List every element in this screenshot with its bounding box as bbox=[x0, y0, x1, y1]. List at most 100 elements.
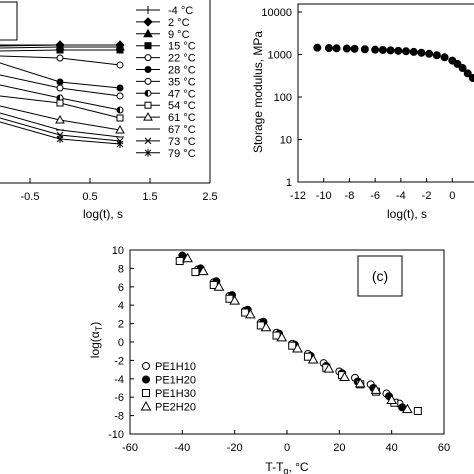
panel-b-point bbox=[324, 44, 333, 53]
panel-b-point bbox=[378, 45, 387, 54]
panel-a-legend-label: 67 °C bbox=[168, 124, 196, 136]
panel-b-point bbox=[386, 46, 395, 55]
panel-a-legend-marker-fill bbox=[145, 90, 148, 97]
panel-c-y-label-sub: T bbox=[94, 325, 104, 331]
panel-a-series bbox=[0, 121, 124, 148]
panel-b-point bbox=[425, 49, 434, 58]
panel-c-y-tick-label: 4 bbox=[118, 300, 124, 312]
panel-b-y-tick-label: 100 bbox=[274, 92, 292, 104]
panel-a-legend-marker bbox=[144, 66, 152, 73]
panel-b-point bbox=[432, 51, 441, 60]
panel-c-x-label: T-Tg, °C bbox=[265, 460, 308, 474]
panel-b-point bbox=[453, 59, 462, 68]
panel-a-legend-label: 61 °C bbox=[168, 112, 196, 124]
panel-c-legend-label: PE1H30 bbox=[155, 388, 196, 400]
panel-c-point bbox=[370, 384, 382, 394]
panel-b-point bbox=[458, 64, 467, 73]
panel-a-legend-marker bbox=[144, 77, 152, 85]
panel-c-y-tick-label: 6 bbox=[118, 282, 124, 294]
panel-c-point bbox=[229, 295, 241, 305]
panel-c-y-label-main: log(α bbox=[88, 331, 102, 358]
panel-a-label-box bbox=[0, 1, 18, 41]
panel-c-label-box bbox=[357, 255, 403, 297]
panel-b-x-tick-label: -4 bbox=[396, 190, 406, 202]
panel-c-x-tick-label: -20 bbox=[227, 442, 243, 454]
panel-c-x-label-sub: g bbox=[283, 466, 288, 474]
panel-b-y-tick-label: 1 bbox=[286, 177, 292, 189]
panel-c-point bbox=[276, 331, 288, 342]
panel-c-x-label-main: T-T bbox=[265, 460, 284, 474]
panel-c-x-tick-label: -60 bbox=[122, 442, 138, 454]
panel-a-series bbox=[0, 46, 124, 54]
panel-a-legend-label: 9 °C bbox=[168, 29, 190, 41]
panel-c-legend-marker bbox=[140, 400, 152, 411]
panel-a-legend-marker bbox=[144, 42, 152, 50]
panel-c-point bbox=[402, 403, 413, 414]
panel-c-y-tick-label: 2 bbox=[118, 319, 124, 331]
panel-c-point bbox=[307, 353, 319, 364]
panel-a-x-tick-label: 1.5 bbox=[142, 191, 157, 203]
panel-a-point bbox=[116, 106, 124, 114]
panel-a-legend-label: 2 °C bbox=[168, 17, 190, 29]
panel-a-point bbox=[116, 61, 124, 69]
panel-c-x-label-unit: , °C bbox=[288, 460, 308, 474]
panel-b-point bbox=[409, 47, 418, 56]
panel-a-x-tick-label: 0.5 bbox=[82, 191, 97, 203]
panel-a-legend-label: 79 °C bbox=[168, 148, 196, 160]
panel-b-x-tick-label: -6 bbox=[370, 190, 380, 202]
panel-b: Storage modulus, MPa log(t), s -12 -10 -8 -… bbox=[251, 3, 474, 221]
panel-a-legend-label: 54 °C bbox=[168, 100, 196, 112]
panel-a-point bbox=[116, 140, 124, 148]
panel-a-point bbox=[56, 135, 64, 143]
panel-c-point bbox=[213, 281, 225, 291]
panel-a-legend-label: 28 °C bbox=[168, 65, 196, 77]
panel-c-x-tick-label: 60 bbox=[438, 442, 450, 454]
panel-c-point bbox=[339, 371, 350, 381]
panel-c-point bbox=[197, 265, 209, 276]
panel-c-y-tick-label: -8 bbox=[114, 411, 124, 423]
panel-b-y-tick-label: 10 bbox=[280, 135, 292, 147]
panel-a-legend-marker bbox=[144, 101, 152, 109]
panel-b-point bbox=[313, 43, 322, 52]
panel-c-point bbox=[182, 252, 193, 263]
panel-b-y-tick-label: 1000 bbox=[268, 50, 292, 62]
panel-a-legend-marker bbox=[143, 112, 153, 121]
panel-c-y-tick-label: 10 bbox=[112, 245, 124, 257]
panel-a-legend-label: 22 °C bbox=[168, 53, 196, 65]
panel-c-series bbox=[182, 252, 413, 414]
panel-a-legend-label: 35 °C bbox=[168, 76, 196, 88]
panel-a-legend-marker bbox=[143, 28, 153, 38]
panel-a-point bbox=[116, 92, 124, 100]
panel-b-x-tick-label: -8 bbox=[345, 190, 355, 202]
panel-a-series bbox=[0, 54, 124, 69]
panel-b-x-tick-label: -10 bbox=[316, 190, 332, 202]
panel-b-point bbox=[350, 44, 359, 53]
panel-c: (c) log(αT) T-Tg, °C -60 -40 -20 0 20 40 60-10… bbox=[88, 245, 450, 474]
panel-c-legend-label: PE1H10 bbox=[155, 361, 196, 373]
panel-c-point bbox=[386, 394, 398, 404]
panel-a-point bbox=[115, 124, 125, 134]
panel-c-point bbox=[175, 257, 184, 266]
panel-a-legend-marker bbox=[144, 137, 152, 145]
panel-a-point bbox=[56, 84, 64, 92]
panel-c-point bbox=[260, 321, 272, 332]
panel-a-series bbox=[0, 112, 124, 138]
panel-b-y-tick-label: 10000 bbox=[261, 7, 292, 19]
panel-c-point bbox=[292, 342, 303, 353]
panel-a-point bbox=[116, 46, 124, 54]
panel-a-series bbox=[0, 74, 124, 100]
panel-c-y-tick-label: -10 bbox=[108, 429, 124, 441]
panel-a-point bbox=[56, 78, 64, 86]
panel-a-point bbox=[116, 84, 124, 92]
panel-b-point bbox=[332, 44, 341, 53]
panel-b-point bbox=[402, 47, 410, 56]
panel-a-legend-label: 15 °C bbox=[168, 41, 196, 53]
panel-c-y-tick-label: -4 bbox=[114, 374, 124, 386]
panel-c-point bbox=[288, 341, 297, 350]
panel-c-label: (c) bbox=[372, 268, 388, 284]
panel-b-point bbox=[394, 46, 403, 55]
panel-c-y-tick-label: -6 bbox=[114, 392, 124, 404]
panel-a-point bbox=[56, 54, 64, 62]
panel-a-series bbox=[0, 95, 124, 122]
